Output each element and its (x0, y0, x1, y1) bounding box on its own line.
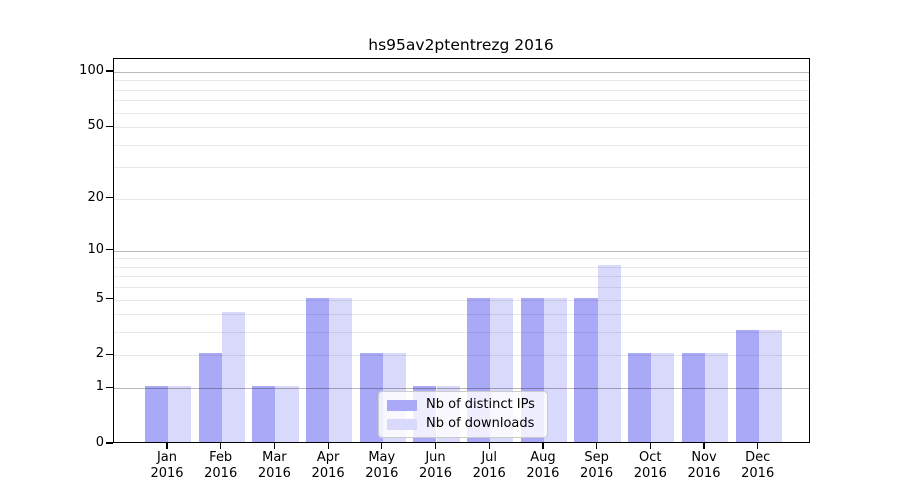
bar-ips-dec (735, 330, 759, 442)
y-tick-label-20: 20 (87, 189, 104, 205)
x-tick-label-nov: Nov 2016 (687, 450, 721, 481)
gridline-minor-9 (114, 258, 809, 260)
y-tick-label-50: 50 (87, 118, 104, 134)
gridline-minor-3 (114, 332, 809, 334)
y-tick-2 (106, 353, 113, 356)
gridline-minor-60 (114, 112, 809, 114)
x-tick-oct (649, 443, 651, 449)
bar-downloads-jan (168, 386, 192, 442)
gridline-minor-4 (114, 314, 809, 316)
x-tick-apr (327, 443, 329, 449)
bar-ips-oct (628, 353, 652, 442)
gridline-minor-30 (114, 167, 809, 169)
bar-ips-sep (574, 297, 598, 442)
x-tick-dec (757, 443, 759, 449)
x-tick-label-oct: Oct 2016 (633, 450, 667, 481)
gridline-major-10 (114, 250, 809, 252)
y-tick-label-10: 10 (87, 241, 104, 257)
x-tick-feb (220, 443, 222, 449)
bar-ips-feb (198, 353, 222, 442)
bar-ips-mar (252, 386, 276, 442)
x-tick-label-jun: Jun 2016 (418, 450, 453, 481)
x-tick-label-jul: Jul 2016 (472, 450, 506, 481)
plot-area (113, 58, 810, 443)
gridline-minor-5 (114, 299, 809, 301)
y-tick-50 (106, 125, 113, 127)
gridline-minor-7 (114, 276, 809, 278)
bar-ips-apr (305, 297, 330, 442)
x-tick-may (381, 443, 383, 449)
y-tick-100 (106, 70, 113, 72)
grid-layer (114, 59, 809, 442)
bar-ips-nov (681, 353, 705, 442)
x-tick-jul (488, 443, 490, 449)
x-tick-label-feb: Feb 2016 (204, 450, 238, 481)
bar-downloads-nov (705, 353, 729, 442)
y-tick-label-0: 0 (95, 435, 104, 450)
y-tick-label-1: 1 (95, 379, 104, 395)
y-tick-label-5: 5 (95, 290, 104, 306)
legend: Nb of distinct IPs Nb of downloads (378, 391, 548, 438)
x-tick-label-apr: Apr 2016 (311, 450, 345, 481)
legend-label-downloads: Nb of downloads (426, 416, 535, 431)
y-tick-20 (106, 197, 113, 199)
gridline-major-100 (114, 72, 809, 73)
bar-downloads-dec (758, 330, 782, 442)
bar-downloads-apr (329, 297, 353, 442)
y-tick-10 (106, 249, 113, 251)
x-tick-label-sep: Sep 2016 (580, 450, 614, 481)
x-tick-label-jan: Jan 2016 (150, 450, 184, 481)
gridline-major-1 (114, 388, 809, 390)
bar-downloads-mar (275, 386, 299, 442)
gridline-minor-70 (114, 100, 809, 102)
x-tick-mar (273, 443, 276, 449)
x-tick-label-mar: Mar 2016 (257, 450, 291, 481)
gridline-minor-40 (114, 144, 809, 146)
legend-row-downloads: Nb of downloads (387, 416, 539, 432)
y-tick-1 (106, 386, 113, 388)
gridline-minor-80 (114, 89, 809, 91)
y-tick-0 (106, 442, 113, 444)
gridline-minor-50 (114, 127, 809, 129)
x-tick-sep (596, 443, 598, 449)
x-tick-label-may: May 2016 (365, 450, 399, 481)
bar-downloads-aug (543, 297, 568, 442)
bar-ips-may (359, 353, 383, 442)
gridline-minor-90 (114, 80, 809, 82)
x-tick-label-aug: Aug 2016 (526, 450, 560, 481)
legend-label-distinct-ips: Nb of distinct IPs (426, 397, 535, 412)
x-tick-label-dec: Dec 2016 (741, 450, 775, 481)
gridline-minor-8 (114, 266, 809, 268)
gridline-minor-2 (114, 355, 809, 357)
gridline-minor-20 (114, 198, 809, 200)
bar-downloads-oct (651, 353, 675, 442)
x-tick-jan (166, 443, 168, 449)
x-tick-aug (542, 443, 544, 449)
bar-ips-jan (144, 386, 168, 442)
x-tick-nov (703, 443, 705, 449)
legend-swatch-distinct-ips-icon (387, 399, 417, 411)
y-tick-label-2: 2 (95, 346, 104, 362)
y-tick-label-100: 100 (79, 63, 104, 78)
bar-downloads-sep (597, 264, 621, 442)
legend-swatch-downloads-icon (387, 418, 417, 430)
legend-row-distinct-ips: Nb of distinct IPs (387, 397, 539, 413)
bar-downloads-feb (221, 312, 245, 442)
x-tick-jun (434, 443, 437, 449)
chart-title: hs95av2ptentrezg 2016 (368, 36, 554, 54)
gridline-minor-6 (114, 287, 809, 289)
y-tick-5 (106, 298, 113, 300)
